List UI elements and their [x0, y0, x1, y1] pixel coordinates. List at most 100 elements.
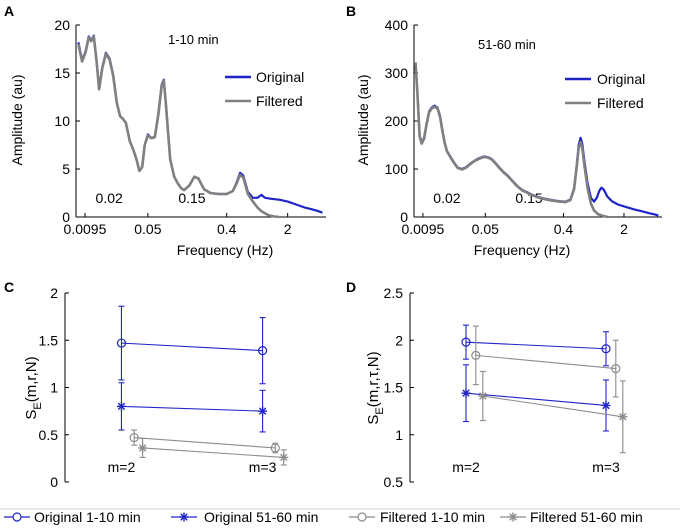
panel-c-series-2-line	[134, 437, 276, 449]
panel-c-series-1-line	[121, 405, 263, 412]
legend-swatch-marker-0	[12, 512, 22, 522]
panel-d-series-1-marker-0	[461, 388, 471, 398]
panel-a-legend: Original Filtered	[225, 69, 304, 109]
panel-a-xlabel: Frequency (Hz)	[177, 242, 273, 258]
panel-d-series-3-line	[482, 395, 623, 418]
panel-c-series-2-marker-0	[129, 432, 139, 443]
panel-c-ytick-label-3: 1.5	[39, 332, 59, 348]
panel-d-series-3	[478, 370, 628, 454]
panel-d-ylabel: SE(m,r,τ,N)	[365, 351, 386, 424]
panel-c-series-2-marker-1	[270, 443, 280, 453]
panel-b-ytick-label-4: 400	[385, 17, 409, 33]
panel-c-series-0-line	[121, 342, 263, 352]
panel-label-a: A	[4, 3, 14, 19]
panel-d-ytick-label-3: 2	[395, 332, 403, 348]
panel-b-legend-filtered: Filtered	[597, 95, 644, 111]
panel-b-legend: Original Filtered	[565, 71, 645, 111]
panel-c-ytick-label-4: 2	[50, 285, 58, 301]
legend-item-original-51-60: Original 51-60 min	[171, 509, 318, 525]
panel-d-series-2-marker-0	[471, 350, 481, 360]
panel-c-series-3-line	[142, 447, 284, 458]
panel-c-ytick-label-1: 0.5	[39, 427, 59, 443]
legend-item-filtered-51-60: Filtered 51-60 min	[500, 509, 643, 525]
bottom-legend: Original 1-10 min Original 51-60 min Fil…	[0, 508, 680, 525]
panel-d-series-1-line	[465, 392, 607, 407]
panel-a-ytick-label-4: 20	[54, 17, 70, 33]
panel-c-series-3-marker-0-stroke-3	[138, 444, 147, 452]
panel-b-xtick-label-2: 0.4	[554, 221, 574, 237]
panel-c-series-3-marker-1-stroke-3	[280, 453, 288, 462]
panel-a-ylabel: Amplitude (au)	[9, 74, 25, 165]
legend-swatch-marker-3-stroke-3	[509, 513, 517, 521]
panel-d-ylabel-main: S	[365, 415, 382, 425]
panel-c-ylabel: SE(m,r,N)	[23, 356, 44, 419]
panel-d-xtick-label-1: m=3	[592, 459, 620, 475]
panel-c-ytick-label-2: 1	[50, 380, 58, 396]
legend-item-original-1-10: Original 1-10 min	[4, 509, 141, 525]
panel-b-xtick-label-0: 0.0095	[401, 221, 444, 237]
panel-b-band-label-0: 0.02	[433, 190, 460, 206]
legend-swatch-marker-1	[179, 512, 189, 522]
panel-b-xtick-label-3: 2	[620, 221, 628, 237]
panel-b-ylabel: Amplitude (au)	[355, 74, 371, 165]
panel-c-xtick-label-0: m=2	[108, 459, 136, 475]
panel-d-ytick-label-2: 1.5	[384, 380, 404, 396]
panel-d-series-2-line	[475, 354, 616, 370]
panel-a-band-label-0: 0.02	[96, 190, 123, 206]
panel-label-c: C	[4, 279, 14, 295]
panel-a-ytick-label-3: 15	[54, 65, 70, 81]
panel-c-series-3-marker-1	[279, 452, 289, 462]
panel-c-series-0	[116, 305, 268, 385]
panel-c-series-1-marker-0-stroke-3	[117, 402, 126, 411]
panel-b-ytick-label-0: 0	[400, 209, 408, 225]
panel-d-series-1-marker-0-stroke-3	[462, 389, 470, 397]
panel-b-series-filtered	[414, 62, 609, 219]
panel-a-ytick-label-1: 5	[62, 161, 70, 177]
panel-c-series-0-marker-1	[258, 346, 268, 356]
panel-d-ylabel-sub: E	[374, 407, 386, 414]
panel-a-ytick-label-0: 0	[62, 209, 70, 225]
panel-d-series-2	[471, 325, 621, 398]
panel-d-series-0-line	[465, 341, 607, 350]
panel-d-xtick-label-0: m=2	[452, 459, 480, 475]
panel-b-ytick-label-3: 300	[385, 65, 409, 81]
legend-label-filtered-1-10: Filtered 1-10 min	[380, 509, 485, 525]
panel-d-series-0-marker-1	[601, 344, 611, 354]
panel-d-series-1	[461, 364, 611, 432]
panel-c-series-0-marker-0	[116, 338, 127, 348]
panel-label-b: B	[346, 3, 356, 19]
panel-a: A 1-10 min Frequency (Hz) Amplitude (au)…	[4, 3, 326, 258]
panel-b-xlabel: Frequency (Hz)	[474, 242, 570, 258]
panel-b-ytick-label-2: 200	[385, 113, 409, 129]
panel-a-ytick-label-2: 10	[54, 113, 70, 129]
panel-b-ytick-label-1: 100	[385, 161, 409, 177]
panel-c-series-1-marker-1	[258, 406, 268, 416]
panel-a-xtick-label-1: 0.05	[134, 221, 161, 237]
panel-d-series-3-marker-1	[618, 412, 628, 422]
panel-b-band-label-1: 0.15	[515, 190, 542, 206]
panel-a-xtick-label-3: 2	[284, 221, 292, 237]
panel-d-series-3-marker-0-stroke-3	[479, 392, 487, 400]
panel-d-series-0	[461, 324, 611, 367]
panel-d-series-0-marker-0	[461, 337, 471, 347]
panel-d-series-2-marker-1	[611, 364, 621, 374]
panel-d-ylabel-rest: (m,r,τ,N)	[365, 351, 382, 407]
panel-d: D SE(m,r,τ,N) 0.5 1 1.5 2 2.5 m=2 m=3	[346, 279, 628, 490]
panel-d-series-3-marker-0	[478, 391, 488, 401]
panel-d-series-1-marker-1-stroke-3	[602, 401, 610, 410]
legend-swatch-marker-1-stroke-3	[180, 513, 188, 521]
panel-a-annotation: 1-10 min	[168, 32, 219, 47]
panel-a-xtick-label-0: 0.0095	[64, 221, 107, 237]
panel-b-legend-original: Original	[597, 71, 645, 87]
legend-swatch-marker-3	[508, 512, 518, 522]
panel-a-xtick-label-2: 0.4	[217, 221, 237, 237]
panel-d-ytick-label-4: 2.5	[384, 285, 404, 301]
panel-c: C SE(m,r,N) 0 0.5 1 1.5 2 m=2 m=3	[4, 279, 289, 490]
panel-label-d: D	[346, 279, 356, 295]
panel-b-annotation: 51-60 min	[478, 37, 536, 52]
panel-a-band-label-1: 0.15	[178, 190, 205, 206]
panel-a-series-original	[77, 34, 323, 214]
panel-b-xtick-label-1: 0.05	[472, 221, 499, 237]
legend-item-filtered-1-10: Filtered 1-10 min	[349, 509, 485, 525]
